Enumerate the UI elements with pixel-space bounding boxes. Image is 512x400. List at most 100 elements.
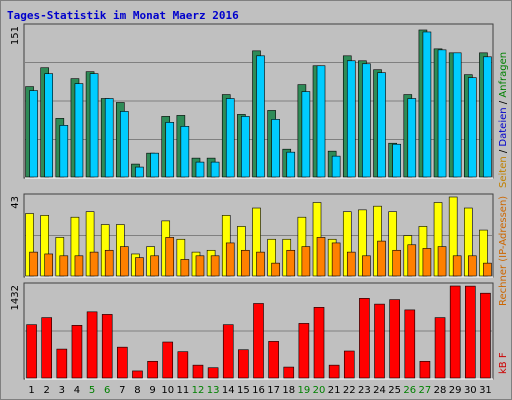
bar-kb-day-23 [359,298,370,379]
bar-rechner-day-21 [331,242,341,277]
bar-kb-day-29 [449,285,461,379]
bar-rechner-day-28 [437,246,447,277]
x-tick-label: 22 [343,385,356,396]
bar-dateien-day-11 [180,126,190,178]
panel-bottom: 1432 [10,282,494,380]
bar-dateien-day-4 [74,83,84,178]
bar-rechner-day-27 [422,248,432,277]
bar-kb-day-4 [71,325,83,379]
label-seiten: Seiten [498,156,509,188]
bar-rechner-day-4 [74,255,84,277]
bar-rechner-day-19 [301,246,311,277]
x-tick-label: 16 [252,385,265,396]
x-tick-label: 15 [237,385,250,396]
bar-rechner-day-31 [483,262,492,277]
bar-dateien-day-21 [331,155,341,178]
bar-rechner-day-30 [468,255,477,277]
bar-dateien-day-12 [195,161,205,178]
bar-dateien-day-2 [44,73,53,178]
bar-dateien-day-19 [301,91,311,178]
label-dateien: Dateien [498,107,509,146]
x-tick-label: 12 [192,385,205,396]
bar-dateien-day-20 [316,65,326,178]
label-sep-2: / [498,98,509,108]
bar-dateien-day-18 [286,151,296,178]
bar-dateien-day-16 [256,55,265,178]
x-tick-label: 23 [358,385,371,396]
panel-middle: 43 [10,193,494,278]
bar-rechner-day-6 [104,249,114,277]
bar-dateien-day-13 [210,161,220,178]
panel-top: 151 [10,23,494,179]
bar-kb-day-2 [41,317,52,379]
bar-dateien-day-28 [437,49,447,178]
bar-kb-day-6 [101,314,113,379]
bar-rechner-day-2 [44,253,53,277]
panel-max-label: 1432 [10,285,21,310]
bar-dateien-day-9 [150,152,159,178]
panel-max-label: 43 [10,196,21,209]
x-tick-label: 17 [267,385,280,396]
x-tick-label: 26 [403,385,416,396]
bar-rechner-day-10 [165,237,175,277]
x-tick-label: 11 [176,385,189,396]
bar-kb-day-10 [162,341,174,379]
x-tick-label: 5 [89,385,95,396]
bar-dateien-day-31 [483,56,492,178]
bar-kb-day-5 [86,311,98,379]
bar-rechner-day-5 [89,251,99,277]
bar-dateien-day-1 [29,90,38,178]
right-label-top: Seiten / Dateien / Anfragen [498,52,509,188]
x-tick-label: 30 [464,385,477,396]
bar-kb-day-20 [313,307,325,379]
x-tick-label: 21 [328,385,341,396]
bar-rechner-day-20 [316,237,326,277]
x-tick-label: 10 [161,385,174,396]
label-anfragen: Anfragen [498,52,509,98]
bar-kb-day-25 [389,299,400,379]
x-tick-label: 27 [419,385,432,396]
bar-dateien-day-25 [392,143,401,178]
bar-rechner-day-9 [150,255,159,277]
bar-dateien-day-26 [407,98,417,178]
bar-kb-day-30 [465,285,476,379]
right-label-bottom: kB F [498,352,509,374]
bar-dateien-day-3 [59,125,69,178]
bar-rechner-day-22 [346,251,356,277]
bar-kb-day-16 [253,303,264,379]
bar-rechner-day-24 [377,240,386,277]
bar-kb-day-21 [328,364,340,379]
x-tick-label: 14 [222,385,235,396]
bar-dateien-day-23 [362,63,371,178]
chart-panels: 151 43 1432 [10,23,494,380]
bar-kb-day-28 [434,317,446,379]
bar-kb-day-27 [419,360,431,379]
bar-rechner-day-26 [407,244,417,277]
bar-kb-day-11 [177,351,189,379]
x-tick-label: 9 [149,385,155,396]
x-tick-label: 7 [119,385,125,396]
bar-kb-day-3 [56,348,68,379]
x-tick-label: 8 [134,385,140,396]
bar-dateien-day-24 [377,72,386,178]
bar-dateien-day-15 [241,116,250,178]
bar-kb-day-24 [374,303,385,379]
bar-rechner-day-15 [241,249,250,277]
bar-rechner-day-14 [225,242,235,277]
label-f: F [498,352,509,358]
bar-kb-day-7 [117,346,128,379]
bar-kb-day-17 [268,341,279,379]
bar-kb-day-13 [207,367,219,379]
bar-rechner-day-13 [210,255,220,277]
bar-rechner-day-11 [180,259,190,277]
bar-kb-day-9 [147,360,158,379]
x-tick-label: 28 [434,385,447,396]
bar-dateien-day-27 [422,31,432,178]
x-tick-label: 13 [207,385,220,396]
bar-rechner-day-8 [135,257,144,277]
bar-dateien-day-29 [452,52,462,178]
right-label-mid: Rechner (IP-Adressen) [498,196,509,306]
bar-kb-day-15 [238,349,249,379]
panel-max-label: 151 [10,26,21,45]
